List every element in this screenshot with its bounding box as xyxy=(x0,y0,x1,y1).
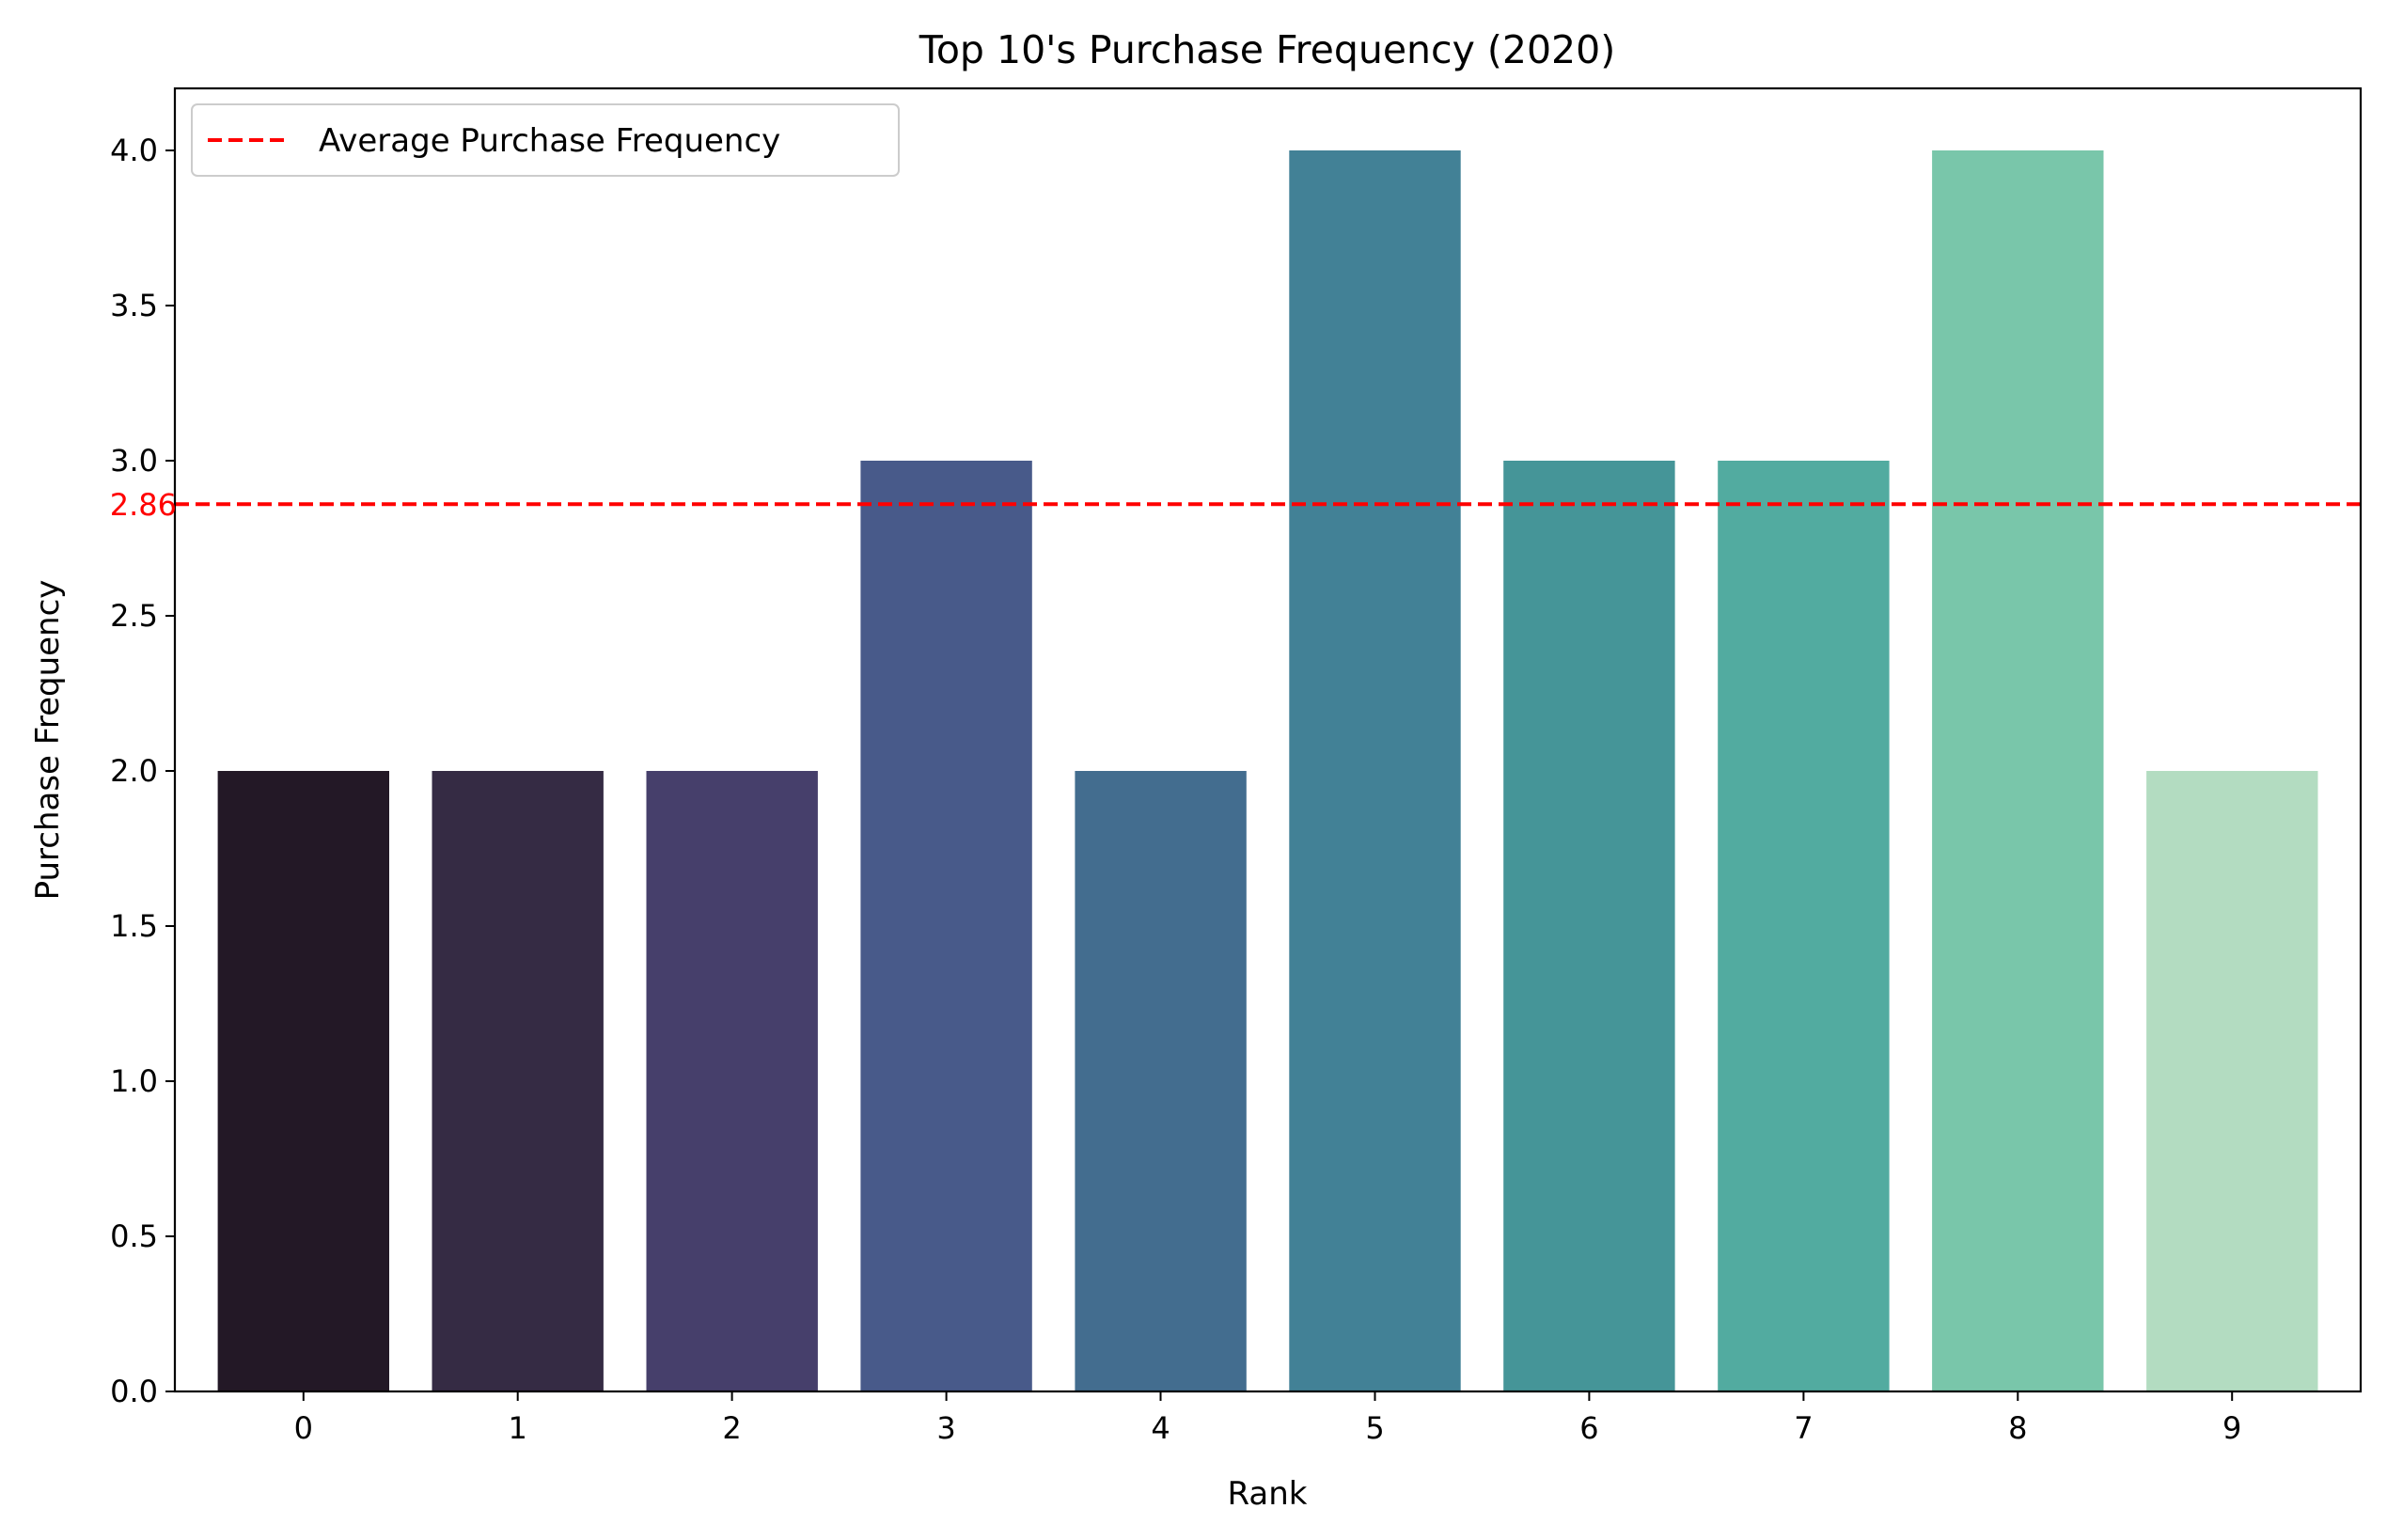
plot-area xyxy=(173,86,2363,1393)
x-tick-label: 5 xyxy=(1365,1410,1384,1446)
x-tick-label: 1 xyxy=(509,1410,527,1446)
y-tick-label: 0.0 xyxy=(110,1374,158,1409)
bar-rank-8 xyxy=(1932,150,2104,1391)
bar-rank-4 xyxy=(1075,771,1247,1391)
x-tick-label: 0 xyxy=(294,1410,313,1446)
y-tick-label: 2.5 xyxy=(110,598,158,634)
legend: Average Purchase Frequency xyxy=(191,103,900,177)
bar-rank-5 xyxy=(1289,150,1461,1391)
x-tick-label: 9 xyxy=(2222,1410,2241,1446)
x-tick-label: 7 xyxy=(1794,1410,1813,1446)
bar-rank-2 xyxy=(646,771,818,1391)
y-tick-label: 1.0 xyxy=(110,1063,158,1099)
y-axis: 0.0 0.5 1.0 1.5 2.0 2.5 3.0 3.5 4.0 xyxy=(110,133,175,1409)
x-tick-label: 8 xyxy=(2008,1410,2027,1446)
y-tick-label: 3.5 xyxy=(110,288,158,323)
y-axis-title: Purchase Frequency xyxy=(29,580,67,901)
bar-rank-1 xyxy=(432,771,604,1391)
legend-box xyxy=(191,103,900,177)
legend-label: Average Purchase Frequency xyxy=(319,122,780,160)
y-tick-label: 1.5 xyxy=(110,908,158,944)
y-tick-label: 3.0 xyxy=(110,443,158,479)
y-tick-label: 4.0 xyxy=(110,133,158,168)
bar-rank-0 xyxy=(217,771,389,1391)
bar-rank-3 xyxy=(860,461,1032,1391)
bar-rank-7 xyxy=(1718,461,1890,1391)
y-tick-label: 2.0 xyxy=(110,753,158,789)
average-value-label: 2.86 xyxy=(110,487,177,523)
bar-rank-9 xyxy=(2146,771,2318,1391)
plot-frame xyxy=(173,86,2363,1393)
x-tick-label: 6 xyxy=(1579,1410,1598,1446)
bar-group xyxy=(217,150,2318,1391)
chart-title: Top 10's Purchase Frequency (2020) xyxy=(919,27,1615,72)
x-tick-label: 4 xyxy=(1151,1410,1170,1446)
x-tick-label: 3 xyxy=(936,1410,955,1446)
x-axis-title: Rank xyxy=(1228,1475,1308,1513)
bar-rank-6 xyxy=(1503,461,1675,1391)
y-tick-label: 0.5 xyxy=(110,1218,158,1254)
x-tick-label: 2 xyxy=(722,1410,741,1446)
x-axis: 0 1 2 3 4 5 6 7 8 9 xyxy=(294,1391,2241,1446)
